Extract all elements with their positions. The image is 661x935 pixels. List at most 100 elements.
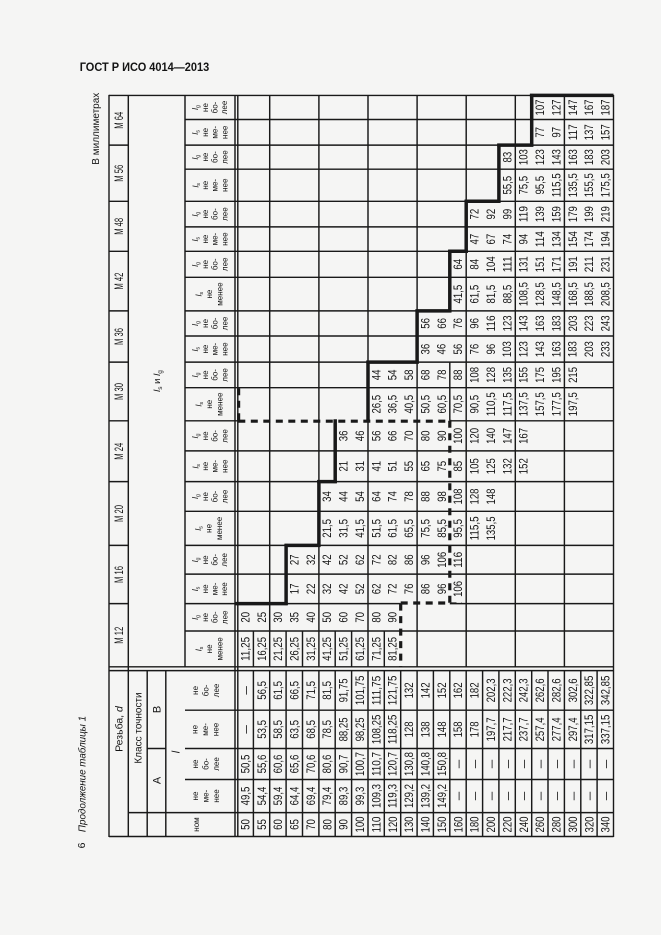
svg-text:50,5: 50,5 xyxy=(238,754,252,773)
svg-text:лее: лее xyxy=(220,368,229,382)
svg-text:М 12: М 12 xyxy=(112,626,126,643)
svg-text:54: 54 xyxy=(386,369,400,380)
svg-text:6: 6 xyxy=(76,842,88,848)
svg-text:36,5: 36,5 xyxy=(386,395,400,414)
svg-text:не: не xyxy=(201,612,210,621)
svg-text:59,4: 59,4 xyxy=(271,786,285,805)
svg-text:51,25: 51,25 xyxy=(337,637,351,661)
svg-text:56: 56 xyxy=(369,430,383,441)
svg-text:139: 139 xyxy=(533,206,547,222)
svg-text:66,5: 66,5 xyxy=(287,681,301,700)
svg-text:119,3: 119,3 xyxy=(386,784,400,808)
svg-text:не: не xyxy=(201,259,210,268)
svg-text:135,5: 135,5 xyxy=(484,516,498,540)
svg-text:121,75: 121,75 xyxy=(386,675,400,705)
svg-text:бо-: бо- xyxy=(201,758,210,770)
svg-text:М 56: М 56 xyxy=(112,164,126,181)
svg-text:128: 128 xyxy=(402,721,416,737)
svg-text:52: 52 xyxy=(353,583,367,594)
svg-text:128: 128 xyxy=(484,367,498,383)
svg-text:65,5: 65,5 xyxy=(402,519,416,538)
svg-text:106: 106 xyxy=(435,552,449,568)
svg-text:нее: нее xyxy=(220,459,229,473)
svg-text:50,5: 50,5 xyxy=(418,395,432,414)
svg-text:не: не xyxy=(201,180,210,189)
svg-text:—: — xyxy=(451,760,465,769)
svg-text:195: 195 xyxy=(549,367,563,383)
svg-text:150: 150 xyxy=(435,816,449,832)
svg-text:—: — xyxy=(533,792,547,801)
svg-text:ls: ls xyxy=(191,347,202,352)
svg-text:88,25: 88,25 xyxy=(337,717,351,741)
svg-text:337,15: 337,15 xyxy=(598,714,612,744)
svg-text:ме-: ме- xyxy=(210,582,219,595)
svg-text:203: 203 xyxy=(566,315,580,331)
svg-text:103: 103 xyxy=(500,341,514,357)
svg-text:М 16: М 16 xyxy=(112,566,126,583)
svg-text:—: — xyxy=(238,686,252,695)
svg-text:—: — xyxy=(468,792,482,801)
svg-text:60: 60 xyxy=(271,819,285,830)
svg-text:149,2: 149,2 xyxy=(435,784,449,808)
svg-text:58,5: 58,5 xyxy=(271,720,285,739)
svg-text:l: l xyxy=(170,750,182,753)
svg-text:56: 56 xyxy=(419,318,433,329)
svg-text:ls и lg: ls и lg xyxy=(152,370,164,392)
svg-text:132: 132 xyxy=(402,682,416,698)
svg-text:183: 183 xyxy=(582,149,596,165)
svg-text:—: — xyxy=(566,792,580,801)
svg-text:lg: lg xyxy=(191,433,202,438)
svg-text:115,5: 115,5 xyxy=(468,516,482,540)
svg-text:лее: лее xyxy=(212,683,221,697)
svg-text:55,6: 55,6 xyxy=(255,754,269,773)
svg-text:lg: lg xyxy=(191,105,202,110)
svg-text:—: — xyxy=(517,792,531,801)
svg-text:67: 67 xyxy=(484,233,498,244)
svg-text:125: 125 xyxy=(484,458,498,474)
svg-text:М 20: М 20 xyxy=(112,505,126,522)
svg-text:342,85: 342,85 xyxy=(598,675,612,705)
svg-text:167: 167 xyxy=(517,428,531,444)
svg-text:116: 116 xyxy=(484,315,498,331)
svg-text:ls: ls xyxy=(194,646,205,651)
svg-text:174: 174 xyxy=(582,231,596,247)
svg-text:277,4: 277,4 xyxy=(549,717,563,741)
svg-text:129,2: 129,2 xyxy=(402,784,416,808)
svg-text:140,8: 140,8 xyxy=(419,752,433,776)
svg-text:66: 66 xyxy=(435,318,449,329)
svg-text:110: 110 xyxy=(369,816,383,832)
svg-text:—: — xyxy=(582,760,596,769)
svg-text:120: 120 xyxy=(468,428,482,444)
svg-text:183: 183 xyxy=(566,341,580,357)
svg-text:11,25: 11,25 xyxy=(238,637,252,661)
svg-text:219: 219 xyxy=(599,206,613,222)
svg-text:lg: lg xyxy=(191,557,202,562)
svg-text:76: 76 xyxy=(468,343,482,354)
svg-text:лее: лее xyxy=(220,100,229,114)
svg-text:М 64: М 64 xyxy=(112,111,126,128)
svg-text:90: 90 xyxy=(435,430,449,441)
svg-text:162: 162 xyxy=(451,682,465,698)
svg-text:М 48: М 48 xyxy=(112,218,126,235)
svg-text:191: 191 xyxy=(566,256,580,272)
svg-text:163: 163 xyxy=(566,149,580,165)
svg-text:ме-: ме- xyxy=(201,789,210,802)
svg-text:257,4: 257,4 xyxy=(533,717,547,741)
svg-text:81,5: 81,5 xyxy=(484,284,498,303)
svg-text:98,25: 98,25 xyxy=(353,717,367,741)
svg-text:123: 123 xyxy=(500,315,514,331)
svg-text:69,4: 69,4 xyxy=(304,786,318,805)
svg-text:—: — xyxy=(484,760,498,769)
svg-text:В миллиметрах: В миллиметрах xyxy=(91,93,102,165)
svg-text:64,4: 64,4 xyxy=(288,786,302,805)
svg-text:44: 44 xyxy=(369,369,383,380)
svg-text:не: не xyxy=(201,209,210,218)
svg-text:96: 96 xyxy=(419,554,433,565)
svg-text:61,5: 61,5 xyxy=(271,681,285,700)
svg-text:не: не xyxy=(201,234,210,243)
svg-text:118,25: 118,25 xyxy=(386,714,400,744)
svg-text:не: не xyxy=(201,431,210,440)
svg-text:90: 90 xyxy=(386,612,400,623)
svg-text:105: 105 xyxy=(468,458,482,474)
svg-text:47: 47 xyxy=(468,233,482,244)
